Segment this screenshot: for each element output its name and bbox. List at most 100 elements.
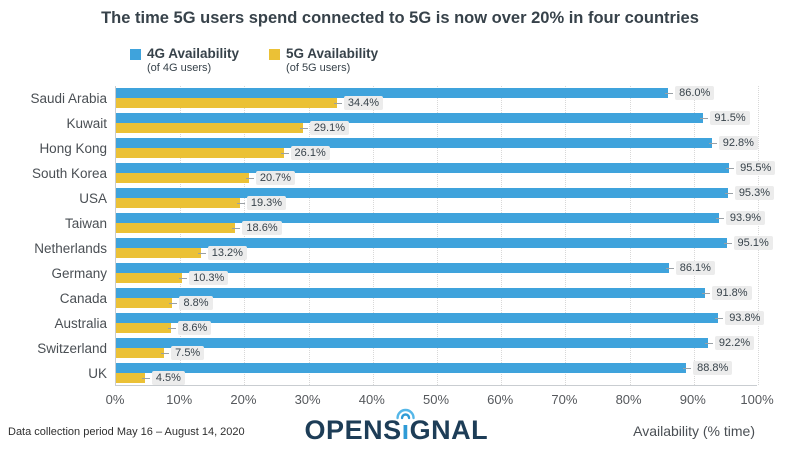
- confidence-whisker: [665, 92, 674, 94]
- bar-5g: [116, 248, 201, 258]
- confidence-whisker: [665, 267, 674, 269]
- bar-4g: [116, 213, 719, 223]
- category-label: South Korea: [31, 166, 107, 181]
- confidence-whisker: [726, 167, 735, 169]
- gridline: [180, 86, 182, 385]
- bar-5g: [116, 148, 284, 158]
- confidence-whisker: [232, 227, 241, 229]
- value-label-4g: 92.8%: [718, 136, 758, 150]
- legend-swatch-4g-icon: [130, 49, 141, 60]
- category-label: Kuwait: [66, 116, 107, 131]
- bar-5g: [116, 98, 337, 108]
- category-label: Netherlands: [34, 241, 107, 256]
- value-label-4g: 88.8%: [693, 361, 733, 375]
- x-tick-label: 90%: [679, 392, 706, 407]
- value-label-4g: 95.1%: [733, 236, 773, 250]
- logo-text-i: ı: [401, 415, 410, 445]
- value-label-4g: 95.5%: [736, 161, 776, 175]
- value-label-5g: 8.6%: [178, 321, 212, 335]
- value-label-4g: 91.5%: [710, 111, 750, 125]
- confidence-whisker: [723, 242, 732, 244]
- plot-area: 86.0% 34.4% 91.5% 29.1% 92.8% 26.1% 95.5% 20.7%…: [115, 86, 776, 386]
- legend-item-5g: 5G Availability (of 5G users): [269, 46, 378, 75]
- bar-4g: [116, 113, 704, 123]
- x-tick-label: 40%: [358, 392, 385, 407]
- bar-5g: [116, 323, 172, 333]
- value-label-5g: 18.6%: [242, 221, 282, 235]
- x-axis-title: Availability (% time): [633, 423, 755, 439]
- category-label: USA: [79, 191, 107, 206]
- x-tick-label: 70%: [551, 392, 578, 407]
- gridline: [308, 86, 310, 385]
- value-label-5g: 26.1%: [290, 146, 330, 160]
- bar-4g: [116, 88, 669, 98]
- value-label-4g: 92.2%: [714, 336, 755, 350]
- confidence-whisker: [161, 352, 170, 354]
- value-label-5g: 13.2%: [207, 246, 247, 260]
- confidence-whisker: [683, 367, 692, 369]
- data-collection-note: Data collection period May 16 – August 1…: [8, 426, 245, 438]
- x-tick-label: 10%: [166, 392, 193, 407]
- bar-4g: [116, 163, 730, 173]
- confidence-whisker: [280, 152, 289, 154]
- confidence-whisker: [141, 377, 150, 379]
- legend-swatch-5g-icon: [269, 49, 281, 60]
- value-label-4g: 93.8%: [725, 311, 765, 325]
- bar-5g: [116, 373, 145, 383]
- legend-sublabel-4g: (of 4G users): [147, 62, 212, 75]
- value-label-4g: 91.8%: [712, 286, 752, 300]
- logo-text-left: OPENS: [304, 415, 402, 445]
- bar-4g: [116, 338, 708, 348]
- confidence-whisker: [715, 217, 724, 219]
- category-label: Switzerland: [37, 341, 107, 356]
- category-label: Canada: [59, 291, 107, 306]
- category-label: UK: [88, 366, 107, 381]
- value-label-5g: 34.4%: [343, 96, 384, 110]
- legend-label-5g: 5G Availability: [286, 46, 379, 61]
- value-label-5g: 8.8%: [179, 296, 213, 310]
- category-label: Hong Kong: [39, 141, 107, 156]
- bar-4g: [116, 363, 687, 373]
- confidence-whisker: [715, 317, 724, 319]
- legend-item-4g: 4G Availability (of 4G users): [130, 46, 239, 75]
- x-tick-label: 0%: [105, 392, 125, 407]
- category-axis: Saudi Arabia Kuwait Hong Kong South Korea US…: [0, 86, 107, 386]
- gridline: [565, 86, 567, 385]
- category-label: Germany: [51, 266, 107, 281]
- bar-5g: [116, 298, 173, 308]
- gridline: [693, 86, 695, 385]
- x-tick-label: 50%: [422, 392, 450, 407]
- confidence-whisker: [236, 202, 245, 204]
- gridline: [629, 86, 631, 385]
- bar-4g: [116, 313, 719, 323]
- x-axis-ticks: 0% 10% 20% 30% 40% 50% 60% 70% 80% 90% 100%: [106, 392, 774, 410]
- bar-4g: [116, 263, 669, 273]
- value-label-4g: 86.1%: [675, 261, 715, 275]
- value-label-4g: 86.0%: [675, 86, 715, 100]
- bar-5g: [116, 198, 240, 208]
- gridline: [758, 86, 759, 385]
- bar-5g: [116, 173, 249, 183]
- value-label-5g: 4.5%: [151, 371, 185, 385]
- confidence-whisker: [704, 342, 713, 344]
- gridline: [244, 86, 246, 385]
- bar-5g: [116, 348, 165, 358]
- chart-title: The time 5G users spend connected to 5G …: [101, 9, 699, 27]
- wifi-arcs-icon: [396, 408, 415, 420]
- legend-sublabel-5g: (of 5G users): [286, 62, 351, 75]
- value-label-5g: 7.5%: [171, 346, 205, 360]
- gridline: [372, 86, 374, 385]
- x-tick-label: 20%: [230, 392, 257, 407]
- logo-wifi-i: ı: [396, 408, 415, 445]
- confidence-whisker: [197, 252, 206, 254]
- gridline: [437, 86, 438, 385]
- bar-4g: [116, 238, 727, 248]
- bar-5g: [116, 123, 303, 133]
- confidence-whisker: [169, 302, 178, 304]
- bar-5g: [116, 273, 183, 283]
- opensignal-logo: OPENS ıGNAL: [304, 408, 489, 445]
- x-tick-label: 60%: [487, 392, 514, 407]
- category-label: Saudi Arabia: [30, 91, 107, 106]
- value-label-5g: 20.7%: [255, 171, 296, 185]
